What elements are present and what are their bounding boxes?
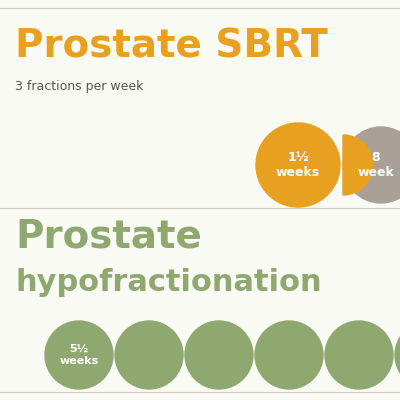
Text: 5½
weeks: 5½ weeks: [59, 344, 99, 366]
Text: 3 fractions per week: 3 fractions per week: [15, 80, 143, 93]
Text: 8
week: 8 week: [358, 151, 394, 179]
Wedge shape: [343, 135, 373, 195]
Circle shape: [255, 321, 323, 389]
Circle shape: [185, 321, 253, 389]
Circle shape: [256, 123, 340, 207]
Text: 1½
weeks: 1½ weeks: [276, 151, 320, 179]
Text: Prostate: Prostate: [15, 218, 202, 256]
Circle shape: [325, 321, 393, 389]
Circle shape: [343, 127, 400, 203]
Text: Prostate SBRT: Prostate SBRT: [15, 28, 328, 66]
Circle shape: [45, 321, 113, 389]
Circle shape: [115, 321, 183, 389]
Circle shape: [395, 321, 400, 389]
Text: hypofractionation: hypofractionation: [15, 268, 322, 297]
